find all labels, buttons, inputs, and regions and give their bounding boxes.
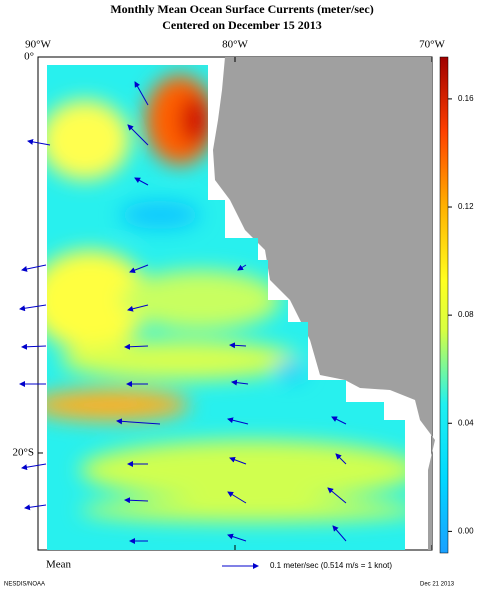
colorbar-tick-label: 0.12 xyxy=(458,202,474,211)
lon-tick-label: 90°W xyxy=(25,39,51,51)
lat-tick-label: 0° xyxy=(24,51,34,63)
lat-tick-label: 20°S xyxy=(12,447,34,459)
subtitle: Centered on December 15 2013 xyxy=(162,18,322,32)
reference-vector-label: 0.1 meter/sec (0.514 m/s = 1 knot) xyxy=(270,561,392,570)
land xyxy=(213,57,435,550)
title: Monthly Mean Ocean Surface Currents (met… xyxy=(110,2,373,16)
colorbar-tick-label: 0.08 xyxy=(458,310,474,319)
lon-tick-label: 80°W xyxy=(222,39,248,51)
credit: NESDIS/NOAA xyxy=(4,582,45,588)
colorbar-tick-label: 0.16 xyxy=(458,94,474,103)
colorbar-tick-label: 0.04 xyxy=(458,418,474,427)
colorbar xyxy=(439,56,449,554)
statistic-label: Mean xyxy=(46,559,72,571)
lon-tick-label: 70°W xyxy=(419,39,445,51)
colorbar-tick-label: 0.00 xyxy=(458,526,474,535)
current-vectors xyxy=(19,81,347,544)
date: Dec 21 2013 xyxy=(420,582,455,588)
